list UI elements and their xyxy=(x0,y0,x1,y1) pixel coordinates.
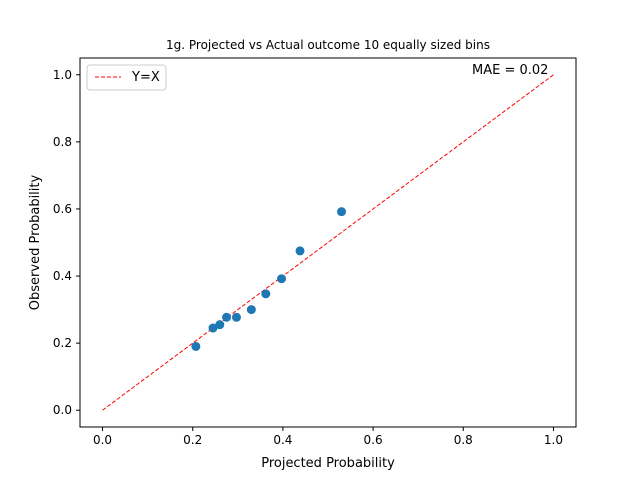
data-point xyxy=(215,320,225,330)
reference-line-yx xyxy=(102,74,554,411)
chart-title: 1g. Projected vs Actual outcome 10 equal… xyxy=(166,38,490,52)
legend-box xyxy=(86,64,167,91)
plot-frame xyxy=(79,57,577,428)
x-tick-label: 0.2 xyxy=(183,433,202,447)
y-tick-label: 0.8 xyxy=(53,135,72,149)
x-tick-label: 0.4 xyxy=(273,433,292,447)
y-tick-label: 0.4 xyxy=(53,269,72,283)
x-tick-label: 0.0 xyxy=(93,433,112,447)
data-point xyxy=(222,312,232,322)
y-tick-label: 1.0 xyxy=(53,68,72,82)
y-tick-label: 0.2 xyxy=(53,336,72,350)
x-tick-label: 1.0 xyxy=(544,433,563,447)
data-point xyxy=(295,246,305,256)
legend: Y=X xyxy=(86,64,167,91)
mae-annotation: MAE = 0.02 xyxy=(472,63,548,78)
y-tick-label: 0.6 xyxy=(53,202,72,216)
x-tick-label: 0.8 xyxy=(454,433,473,447)
x-axis-label: Projected Probability xyxy=(261,456,395,471)
data-point xyxy=(246,305,256,315)
data-point xyxy=(191,341,201,351)
data-point xyxy=(231,312,241,322)
data-point xyxy=(337,207,347,217)
x-tick-label: 0.6 xyxy=(364,433,383,447)
data-point xyxy=(261,289,271,299)
data-point xyxy=(208,323,218,333)
legend-label-yx: Y=X xyxy=(131,70,160,85)
y-tick-label: 0.0 xyxy=(53,403,72,417)
y-axis-label: Observed Probability xyxy=(28,175,43,311)
plot-area: 0.0 0.2 0.4 0.6 0.8 1.0 0.0 0.2 0.4 0.6 0.8 1.0 xyxy=(53,68,563,447)
data-point xyxy=(277,274,287,284)
